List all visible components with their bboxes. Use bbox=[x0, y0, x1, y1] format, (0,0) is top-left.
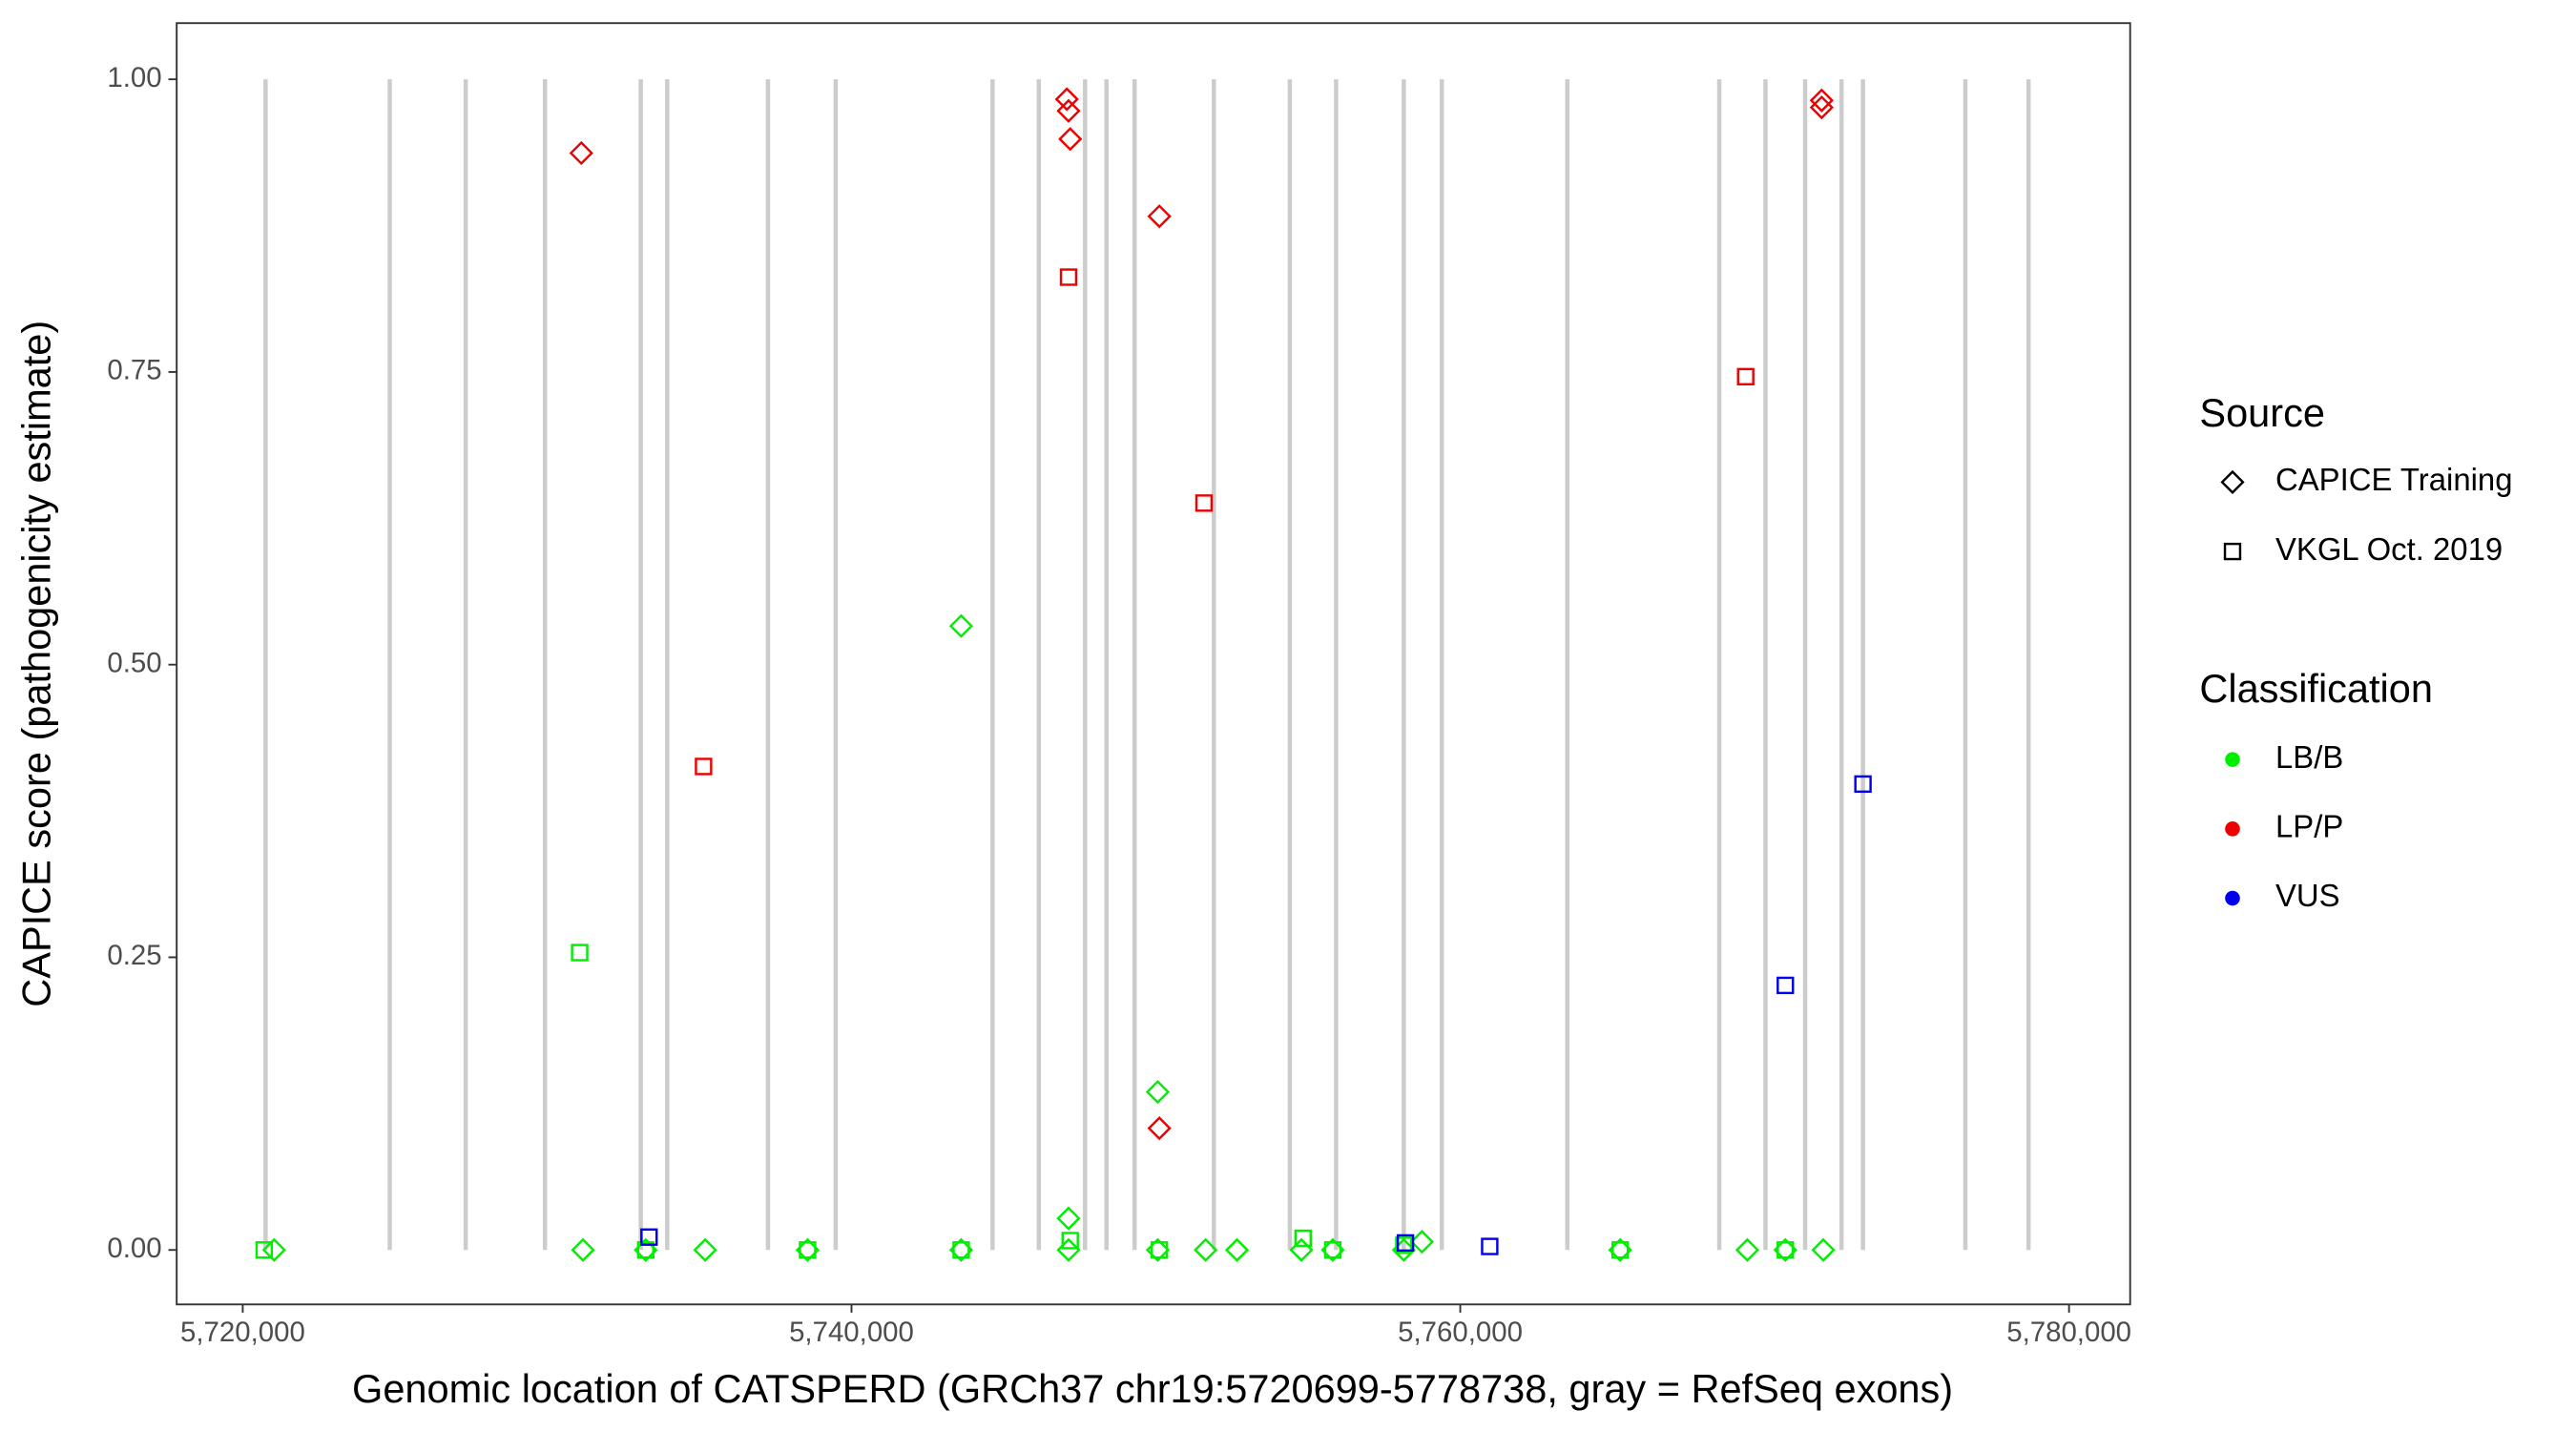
data-point bbox=[948, 613, 974, 638]
data-point bbox=[1147, 204, 1172, 229]
exon bbox=[665, 79, 670, 1251]
data-point bbox=[1194, 1237, 1218, 1262]
y-tick-label: 0.00 bbox=[107, 1233, 161, 1264]
legend-label: CAPICE Training bbox=[2275, 462, 2513, 497]
data-point bbox=[571, 1237, 595, 1262]
exon bbox=[1839, 79, 1844, 1251]
exon bbox=[765, 79, 771, 1251]
exon bbox=[638, 79, 643, 1251]
legend-key bbox=[2223, 542, 2242, 561]
x-tick-label: 5,720,000 bbox=[180, 1317, 305, 1348]
data-point bbox=[1776, 976, 1795, 995]
data-point bbox=[1059, 268, 1078, 286]
data-point bbox=[261, 1237, 286, 1262]
data-point bbox=[1809, 88, 1834, 113]
data-point bbox=[1481, 1237, 1499, 1255]
x-tick-label: 5,740,000 bbox=[789, 1317, 914, 1348]
exon bbox=[1565, 79, 1570, 1251]
x-axis-title: Genomic location of CATSPERD (GRCh37 chr… bbox=[352, 1366, 1953, 1411]
data-point bbox=[1224, 1237, 1250, 1262]
exon bbox=[1132, 79, 1137, 1251]
data-point bbox=[640, 1228, 658, 1246]
data-point bbox=[1323, 1241, 1342, 1259]
legend-title: Classification bbox=[2199, 666, 2433, 711]
legend-key bbox=[2225, 752, 2240, 767]
y-tick-label: 0.50 bbox=[107, 647, 161, 678]
exon bbox=[1036, 79, 1042, 1251]
legend-key bbox=[2220, 469, 2245, 494]
data-point bbox=[695, 757, 713, 776]
data-point bbox=[1058, 127, 1083, 152]
data-point bbox=[1409, 1230, 1435, 1255]
exon bbox=[833, 79, 839, 1251]
data-point bbox=[1611, 1241, 1630, 1259]
exon bbox=[1802, 79, 1808, 1251]
legend-key bbox=[2225, 890, 2240, 906]
exon bbox=[1104, 79, 1110, 1251]
legend-key bbox=[2225, 821, 2240, 837]
data-point bbox=[1735, 1237, 1760, 1262]
data-point bbox=[1736, 367, 1755, 385]
y-axis-title: CAPICE score (pathogenicity estimate) bbox=[14, 321, 59, 1007]
data-point bbox=[1294, 1229, 1312, 1248]
data-point bbox=[1061, 1232, 1079, 1250]
data-point bbox=[1147, 1116, 1172, 1141]
y-tick-label: 0.25 bbox=[107, 940, 161, 971]
exon bbox=[1083, 79, 1088, 1251]
x-tick-label: 5,780,000 bbox=[2006, 1317, 2131, 1348]
data-point bbox=[636, 1241, 654, 1259]
exon bbox=[1287, 79, 1293, 1251]
plot-panel bbox=[176, 22, 2131, 1306]
data-point bbox=[1809, 94, 1834, 120]
legend-label: LP/P bbox=[2275, 809, 2343, 844]
legend-label: VUS bbox=[2275, 878, 2340, 913]
exon bbox=[990, 79, 995, 1251]
data-point bbox=[1854, 775, 1872, 794]
data-point bbox=[1395, 1236, 1413, 1255]
exon bbox=[463, 79, 468, 1251]
data-point bbox=[1811, 1237, 1836, 1262]
data-point bbox=[569, 140, 593, 166]
data-point bbox=[1145, 1079, 1171, 1105]
data-point bbox=[1195, 494, 1214, 512]
legend-label: LB/B bbox=[2275, 739, 2343, 775]
exon bbox=[1860, 79, 1865, 1251]
legend-title: Source bbox=[2199, 390, 2325, 435]
exon bbox=[542, 79, 548, 1251]
exon bbox=[1402, 79, 1406, 1251]
exon bbox=[1212, 79, 1216, 1251]
data-point bbox=[952, 1241, 970, 1259]
data-point bbox=[1056, 98, 1081, 123]
exon bbox=[1439, 79, 1444, 1251]
data-point bbox=[1396, 1234, 1415, 1253]
legend-label: VKGL Oct. 2019 bbox=[2275, 531, 2503, 567]
y-tick-label: 0.75 bbox=[107, 355, 161, 386]
x-tick-label: 5,760,000 bbox=[1398, 1317, 1523, 1348]
data-point bbox=[1054, 87, 1079, 112]
data-point bbox=[1776, 1241, 1795, 1259]
data-point bbox=[799, 1241, 817, 1259]
exon bbox=[1963, 79, 1968, 1251]
exon bbox=[1334, 79, 1339, 1251]
exon bbox=[1763, 79, 1768, 1251]
exon bbox=[2025, 79, 2031, 1251]
data-point bbox=[571, 944, 589, 962]
data-point bbox=[255, 1241, 274, 1259]
data-point bbox=[1056, 1206, 1081, 1231]
exon bbox=[387, 79, 392, 1251]
exon bbox=[263, 79, 268, 1251]
exon bbox=[1716, 79, 1722, 1251]
data-point bbox=[693, 1237, 717, 1262]
y-tick-label: 1.00 bbox=[107, 62, 161, 93]
data-point bbox=[1151, 1241, 1169, 1259]
